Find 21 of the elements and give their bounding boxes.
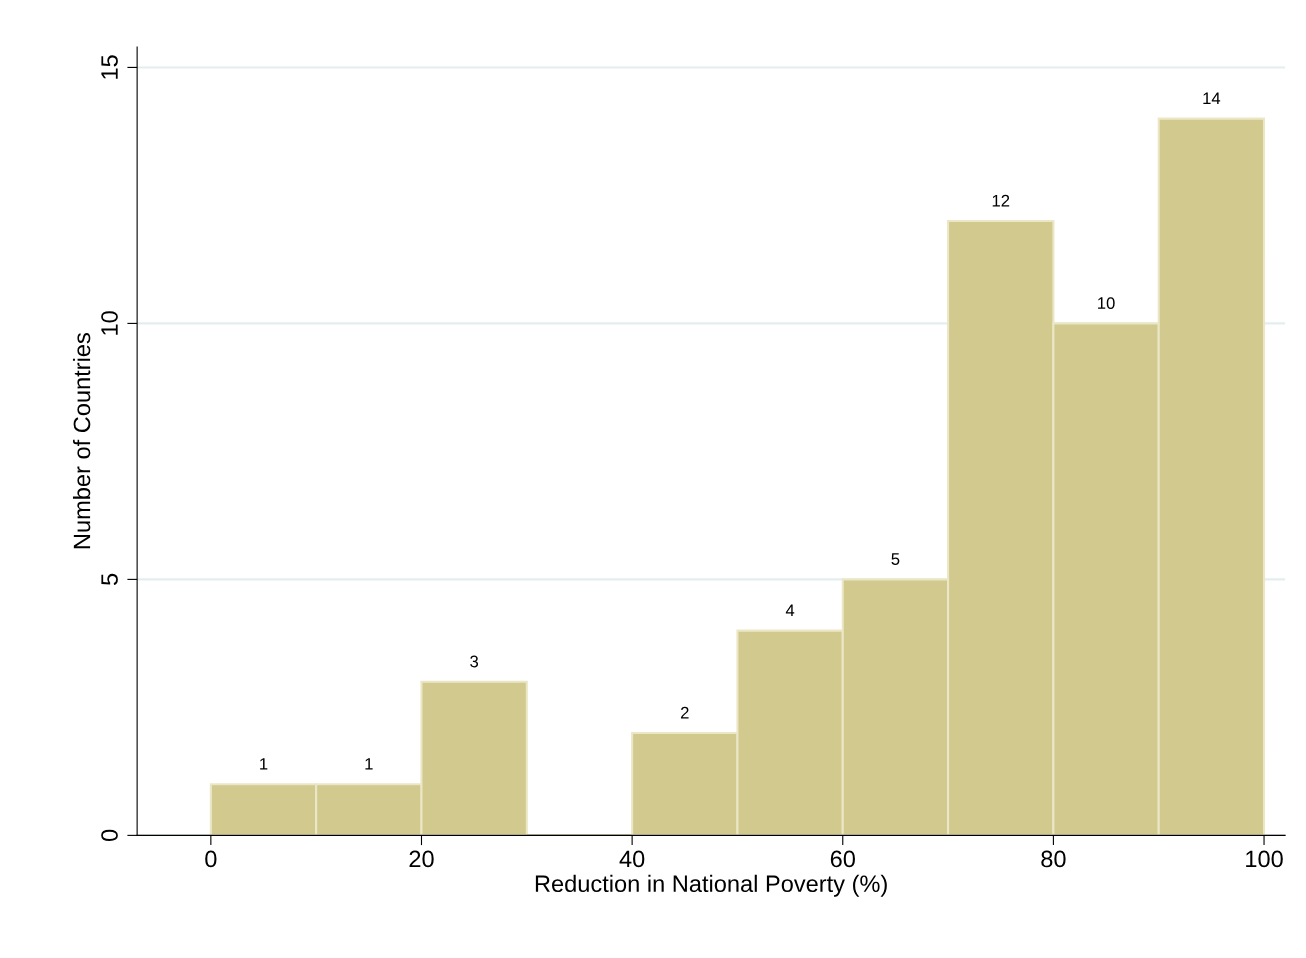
- x-axis-title: Reduction in National Poverty (%): [535, 874, 887, 897]
- data-label: 14: [1203, 92, 1221, 105]
- x-tick-label: 100: [1246, 850, 1283, 868]
- data-label: 4: [785, 604, 795, 617]
- data-label: 1: [365, 758, 373, 770]
- data-label: 10: [1098, 297, 1115, 309]
- y-tick-label: 0: [101, 829, 118, 842]
- data-label: 3: [470, 655, 479, 668]
- data-label: 5: [891, 553, 900, 565]
- x-tick-label: 0: [205, 850, 217, 868]
- y-tick-label: 15: [101, 55, 118, 79]
- y-tick-label: 5: [101, 573, 118, 586]
- x-tick-label: 60: [830, 850, 855, 868]
- data-label: 1: [260, 758, 268, 770]
- data-label: 2: [680, 706, 689, 719]
- x-tick-label: 40: [619, 850, 645, 868]
- x-tick-label: 80: [1041, 850, 1066, 868]
- data-label: 12: [992, 194, 1010, 207]
- y-tick-label: 10: [101, 311, 118, 335]
- x-tick-label: 20: [409, 850, 434, 868]
- y-axis-title: Number of Countries: [72, 333, 91, 549]
